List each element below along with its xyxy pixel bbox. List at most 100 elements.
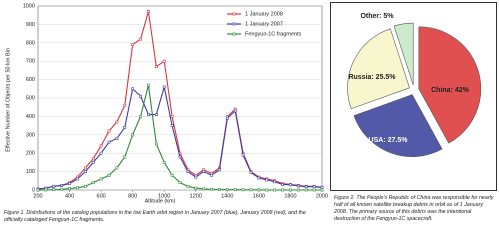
point: [123, 126, 127, 129]
y-tick-label: 300: [26, 132, 35, 138]
point: [281, 188, 284, 192]
point: [233, 188, 237, 192]
point: [241, 153, 245, 157]
point: [139, 37, 142, 41]
point: [218, 168, 221, 172]
point: [154, 113, 158, 116]
point: [147, 10, 150, 13]
point: [202, 187, 206, 191]
slice-label: Russia: 25.5%: [348, 74, 396, 81]
point: [304, 188, 308, 192]
point: [91, 181, 95, 185]
legend-label: 1 January 2008: [245, 11, 283, 17]
point: [320, 186, 324, 189]
point: [131, 87, 135, 91]
point: [139, 115, 142, 118]
point: [36, 188, 40, 192]
y-tick-label: 900: [26, 22, 35, 28]
legend-marker: [232, 22, 236, 26]
point: [296, 188, 300, 192]
figure-2-caption: Figure 2. The People's Republic of China…: [334, 195, 494, 222]
point: [52, 184, 56, 188]
x-tick-label: 1200: [190, 193, 202, 199]
point: [170, 124, 174, 128]
pie-chart: China: 42% USA: 27.5% Russia: 25.5% Other: …: [330, 2, 497, 191]
pie-slice: [393, 22, 414, 86]
point: [107, 140, 111, 144]
point: [194, 175, 198, 179]
legend-label: 1 January 2007: [245, 21, 283, 27]
x-tick-label: 1600: [253, 193, 265, 199]
point: [60, 187, 64, 191]
point: [68, 182, 71, 185]
point: [123, 103, 127, 107]
point: [178, 181, 182, 185]
point: [52, 188, 56, 192]
y-tick-label: 100: [26, 169, 35, 175]
point: [296, 184, 300, 188]
slice-label: Other: 5%: [360, 13, 394, 20]
point: [265, 178, 269, 182]
point: [281, 183, 284, 186]
point: [99, 144, 103, 148]
point: [225, 116, 229, 120]
point: [131, 133, 135, 137]
y-tick-label: 600: [26, 77, 35, 83]
point: [60, 184, 64, 187]
pie-slice: [418, 26, 482, 144]
point: [162, 161, 166, 164]
point: [273, 180, 277, 184]
x-tick-label: 2000: [316, 193, 328, 199]
point: [257, 188, 261, 192]
point: [107, 173, 111, 177]
point: [312, 185, 316, 189]
point: [289, 183, 292, 187]
legend-marker: [232, 12, 236, 16]
x-tick-label: 200: [33, 193, 42, 199]
point: [225, 188, 229, 192]
point: [273, 188, 277, 192]
point: [91, 161, 95, 164]
y-tick-label: 700: [26, 59, 35, 65]
point: [99, 151, 103, 155]
point: [83, 184, 87, 188]
point: [257, 176, 261, 180]
point: [83, 166, 87, 170]
y-tick-label: 0: [32, 187, 35, 193]
point: [241, 188, 245, 192]
point: [76, 177, 79, 181]
x-tick-label: 1400: [221, 193, 233, 199]
y-axis-label: Effective Number of Objects per 50 km Bi…: [5, 48, 11, 152]
point: [162, 85, 166, 89]
point: [249, 171, 253, 174]
point: [178, 155, 182, 159]
point: [170, 115, 174, 118]
x-tick-label: 800: [128, 193, 137, 199]
point: [312, 188, 316, 192]
point: [115, 120, 119, 124]
legend-marker: [232, 32, 236, 36]
point: [115, 137, 119, 140]
x-tick-label: 1000: [158, 193, 170, 199]
point: [210, 173, 213, 177]
y-tick-label: 400: [26, 114, 35, 120]
slice-label: China: 42%: [431, 87, 470, 94]
point: [162, 59, 166, 63]
point: [210, 187, 213, 191]
point: [83, 170, 87, 174]
pie-slice: [347, 28, 410, 110]
x-tick-label: 600: [97, 193, 106, 199]
point: [115, 166, 119, 170]
point: [44, 188, 48, 192]
point: [68, 187, 71, 190]
figure-1-caption: Figure 1. Distributions of the catalog p…: [4, 210, 306, 223]
point: [123, 155, 127, 159]
pie-slice: [353, 94, 443, 157]
point: [154, 142, 158, 146]
point: [99, 177, 103, 181]
point: [170, 173, 174, 177]
point: [289, 188, 292, 192]
point: [131, 43, 135, 47]
point: [233, 109, 237, 113]
